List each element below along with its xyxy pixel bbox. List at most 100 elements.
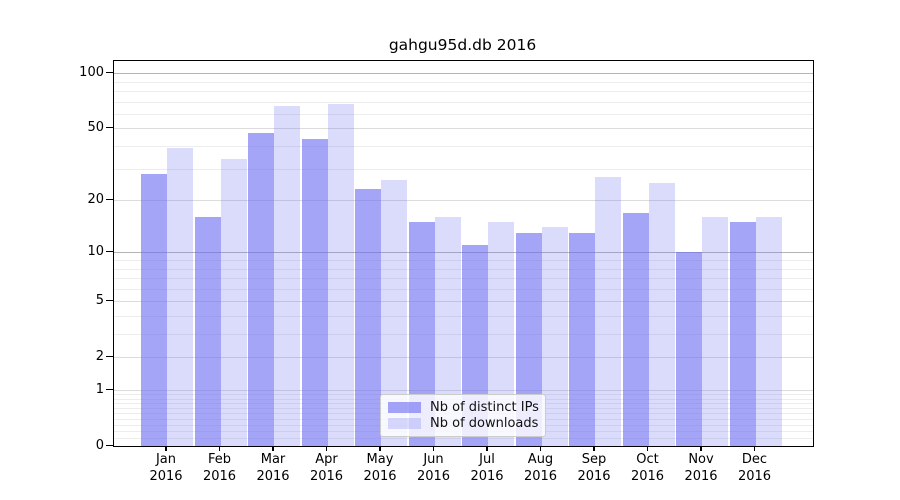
plot-area: Nb of distinct IPs Nb of downloads [113, 60, 814, 447]
x-tick-mark-mar [272, 446, 274, 451]
bar-nov-downloads [702, 217, 728, 446]
x-tick-label-month: Nov [688, 452, 714, 467]
bar-sep-distinct-ips [569, 232, 595, 446]
x-tick-label-aug: Aug 2016 [509, 452, 573, 485]
bar-nov-distinct-ips [676, 252, 702, 446]
y-tick-label-100: 100 [79, 64, 104, 80]
bar-mar-distinct-ips [248, 133, 274, 446]
x-tick-mark-jul [486, 446, 488, 451]
y-tick-mark-20 [105, 198, 113, 200]
bar-jan-distinct-ips [141, 173, 167, 446]
legend-label: Nb of downloads [430, 416, 539, 431]
gridline-minor-y-30 [114, 168, 813, 170]
bar-apr-downloads [327, 103, 354, 446]
y-tick-label-1: 1 [95, 381, 104, 397]
y-tick-mark-10 [105, 250, 113, 253]
x-tick-label-month: May [366, 452, 394, 467]
x-tick-label-year: 2016 [363, 468, 397, 484]
y-tick-mark-2 [105, 355, 113, 358]
x-tick-mark-dec [753, 446, 756, 451]
y-tick-label-20: 20 [87, 191, 104, 207]
gridline-minor-y-90 [114, 81, 813, 83]
bar-feb-downloads [220, 158, 247, 446]
y-tick-label-2: 2 [95, 348, 104, 364]
legend-entry-distinct-ips: Nb of distinct IPs [388, 400, 539, 415]
bar-may-distinct-ips [355, 189, 381, 446]
gridline-y-100 [114, 73, 813, 75]
x-tick-label-jun: Jun 2016 [402, 452, 466, 485]
x-tick-mark-aug [539, 446, 542, 451]
x-tick-mark-nov [700, 446, 702, 451]
legend-entry-downloads: Nb of downloads [388, 416, 539, 431]
bar-sep-downloads [595, 176, 621, 446]
x-tick-label-year: 2016 [256, 468, 290, 484]
x-tick-label-month: Oct [636, 452, 659, 467]
y-tick-mark-1 [105, 388, 113, 390]
x-tick-label-year: 2016 [523, 468, 558, 484]
x-tick-label-year: 2016 [309, 468, 344, 484]
x-tick-label-nov: Nov 2016 [669, 452, 733, 485]
bar-dec-downloads [755, 217, 782, 446]
x-tick-label-month: Feb [207, 452, 232, 467]
bar-apr-distinct-ips [301, 138, 328, 446]
x-tick-mark-jun [432, 446, 435, 451]
y-tick-label-10: 10 [87, 243, 104, 259]
gridline-y-20 [114, 200, 813, 202]
x-tick-label-year: 2016 [202, 468, 237, 484]
bar-oct-downloads [648, 182, 675, 446]
y-tick-mark-100 [105, 71, 113, 73]
x-tick-label-month: Aug [527, 452, 554, 467]
bar-oct-distinct-ips [622, 212, 649, 446]
y-tick-mark-5 [105, 299, 113, 302]
legend-label: Nb of distinct IPs [430, 400, 539, 415]
x-tick-label-month: Jul [479, 452, 495, 467]
gridline-minor-y-60 [114, 113, 813, 115]
x-tick-label-sep: Sep 2016 [562, 452, 626, 485]
y-tick-label-50: 50 [87, 119, 104, 135]
gridline-minor-y-80 [114, 91, 813, 93]
y-tick-mark-0 [105, 444, 113, 446]
x-tick-label-month: Jan [155, 452, 177, 467]
x-tick-label-mar: Mar 2016 [241, 452, 305, 485]
x-tick-label-jul: Jul 2016 [455, 452, 519, 485]
x-tick-label-year: 2016 [416, 468, 451, 484]
x-tick-label-feb: Feb 2016 [188, 452, 252, 485]
x-tick-label-year: 2016 [737, 468, 772, 484]
x-tick-label-may: May 2016 [348, 452, 412, 485]
x-tick-mark-feb [218, 446, 221, 451]
y-tick-label-0: 0 [95, 437, 104, 453]
x-tick-label-month: Mar [260, 452, 286, 467]
y-tick-label-5: 5 [95, 292, 104, 308]
gridline-y-50 [114, 128, 813, 130]
x-tick-mark-jan [165, 446, 167, 451]
x-tick-label-month: Sep [581, 452, 607, 467]
x-tick-label-dec: Dec 2016 [723, 452, 787, 485]
x-tick-label-jan: Jan 2016 [134, 452, 198, 485]
y-tick-mark-50 [105, 126, 113, 129]
x-tick-mark-may [379, 446, 381, 451]
x-tick-mark-oct [646, 446, 649, 451]
x-tick-label-year: 2016 [149, 468, 183, 484]
x-tick-label-year: 2016 [630, 468, 665, 484]
gridline-minor-y-70 [114, 101, 813, 103]
x-tick-label-month: Jun [423, 452, 444, 467]
bar-jan-downloads [167, 148, 193, 446]
x-tick-label-year: 2016 [470, 468, 504, 484]
x-tick-label-apr: Apr 2016 [295, 452, 359, 485]
legend-swatch-distinct-ips [388, 402, 421, 413]
x-tick-label-oct: Oct 2016 [616, 452, 680, 485]
x-tick-label-month: Dec [741, 452, 768, 467]
legend-swatch-downloads [388, 418, 421, 429]
x-tick-mark-apr [325, 446, 328, 451]
x-tick-label-year: 2016 [577, 468, 611, 484]
x-tick-label-month: Apr [315, 452, 338, 467]
chart-title: gahgu95d.db 2016 [388, 36, 537, 54]
bar-dec-distinct-ips [729, 222, 756, 446]
legend: Nb of distinct IPs Nb of downloads [380, 394, 546, 437]
bar-mar-downloads [274, 106, 300, 446]
bar-feb-distinct-ips [194, 217, 221, 446]
x-tick-mark-sep [593, 446, 595, 451]
x-tick-label-year: 2016 [684, 468, 718, 484]
gridline-minor-y-40 [114, 146, 813, 148]
